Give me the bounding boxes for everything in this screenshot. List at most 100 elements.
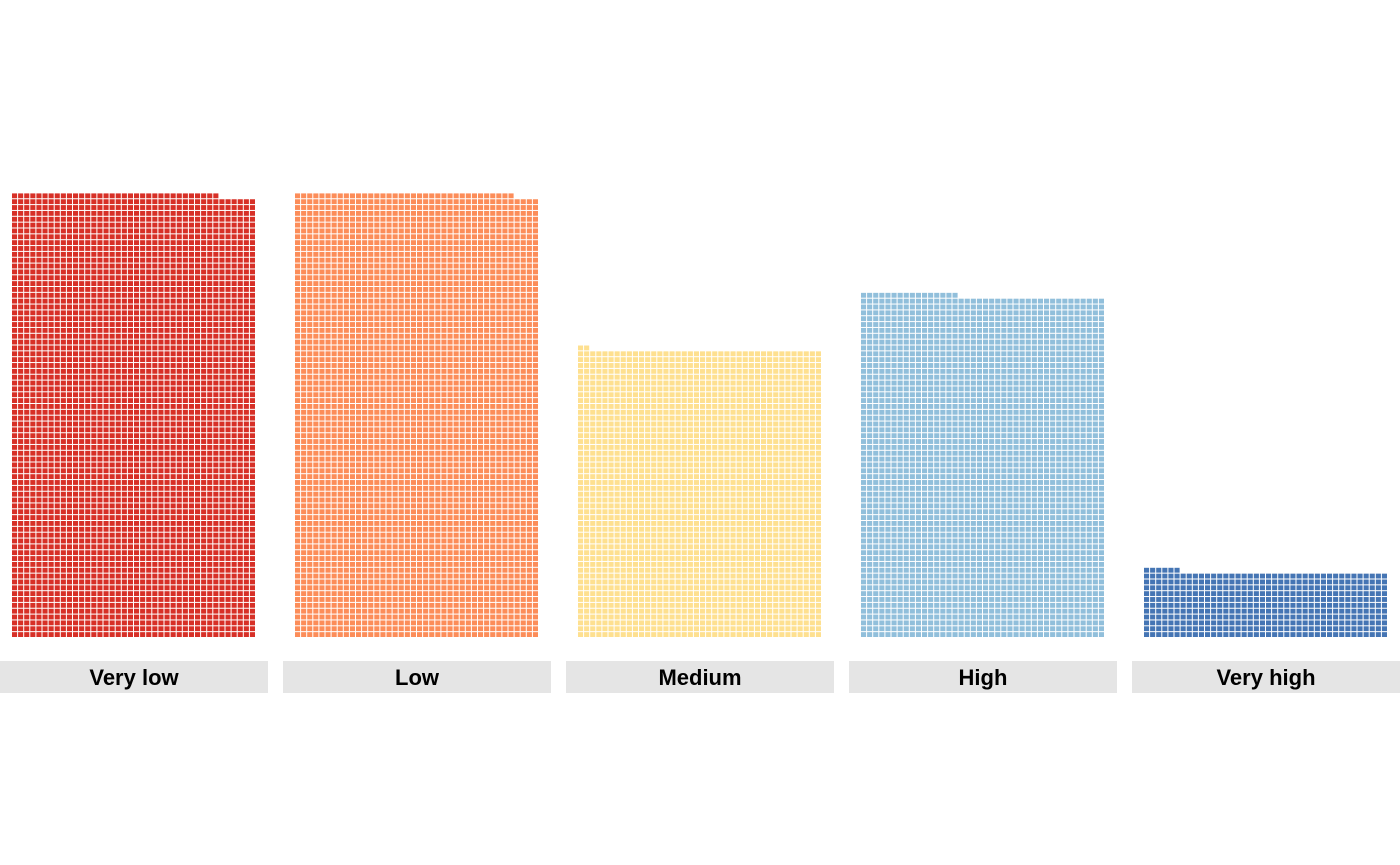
- waffle-cell: [12, 310, 18, 316]
- waffle-cell: [237, 322, 243, 327]
- waffle-cell: [325, 474, 331, 480]
- waffle-cell: [127, 597, 133, 602]
- waffle-cell: [532, 474, 538, 480]
- waffle-cell: [225, 561, 231, 567]
- waffle-cell: [295, 538, 301, 544]
- waffle-cell: [319, 433, 325, 439]
- waffle-cell: [115, 620, 121, 626]
- waffle-cell: [429, 526, 435, 532]
- waffle-cell: [225, 327, 231, 333]
- waffle-cell: [97, 433, 103, 439]
- waffle-cell: [85, 444, 91, 450]
- waffle-cell: [24, 632, 30, 637]
- waffle-cell: [66, 585, 72, 591]
- waffle-cell: [115, 368, 121, 374]
- waffle-cell: [48, 585, 54, 591]
- waffle-cell: [164, 532, 170, 538]
- waffle-cell: [176, 591, 182, 597]
- waffle-cell: [331, 614, 337, 620]
- waffle-cell: [423, 444, 429, 450]
- waffle-cell: [176, 556, 182, 561]
- waffle-cell: [134, 257, 140, 263]
- waffle-cell: [484, 409, 490, 415]
- waffle-cell: [368, 561, 374, 567]
- waffle-cell: [471, 456, 477, 462]
- waffle-cell: [164, 386, 170, 392]
- waffle-cell: [36, 462, 42, 468]
- waffle-cell: [231, 468, 237, 474]
- waffle-cell: [24, 251, 30, 257]
- waffle-cell: [18, 632, 24, 637]
- waffle-cell: [121, 257, 127, 263]
- waffle-cell: [18, 374, 24, 380]
- waffle-cell: [152, 351, 158, 357]
- waffle-cell: [127, 521, 133, 526]
- waffle-cell: [201, 608, 207, 614]
- waffle-cell: [18, 526, 24, 532]
- waffle-cell: [356, 632, 362, 637]
- waffle-cell: [441, 632, 447, 637]
- waffle-cell: [502, 515, 508, 520]
- waffle-cell: [478, 398, 484, 403]
- waffle-cell: [158, 228, 164, 234]
- waffle-cell: [207, 491, 213, 497]
- waffle-cell: [386, 427, 392, 433]
- waffle-cell: [18, 608, 24, 614]
- waffle-cell: [237, 374, 243, 380]
- waffle-cell: [453, 532, 459, 538]
- waffle-cell: [18, 480, 24, 485]
- waffle-cell: [374, 392, 380, 398]
- waffle-cell: [18, 620, 24, 626]
- waffle-cell: [213, 614, 219, 620]
- waffle-cell: [176, 281, 182, 286]
- waffle-cell: [54, 292, 60, 298]
- waffle-cell: [404, 491, 410, 497]
- waffle-cell: [152, 193, 158, 199]
- waffle-cell: [465, 462, 471, 468]
- waffle-cell: [42, 287, 48, 292]
- waffle-cell: [478, 573, 484, 579]
- waffle-cell: [404, 620, 410, 626]
- waffle-cell: [48, 439, 54, 444]
- waffle-cell: [417, 550, 423, 556]
- waffle-cell: [386, 626, 392, 632]
- waffle-cell: [337, 626, 343, 632]
- waffle-cell: [423, 614, 429, 620]
- waffle-cell: [225, 421, 231, 427]
- waffle-cell: [307, 398, 313, 403]
- waffle-cell: [243, 561, 249, 567]
- waffle-cell: [368, 556, 374, 561]
- waffle-cell: [398, 485, 404, 491]
- waffle-cell: [417, 503, 423, 509]
- waffle-cell: [152, 310, 158, 316]
- waffle-cell: [301, 456, 307, 462]
- waffle-cell: [176, 339, 182, 345]
- waffle-cell: [152, 503, 158, 509]
- waffle-cell: [24, 433, 30, 439]
- waffle-cell: [60, 532, 66, 538]
- waffle-cell: [30, 415, 36, 421]
- waffle-cell: [532, 538, 538, 544]
- waffle-cell: [237, 579, 243, 585]
- waffle-cell: [484, 485, 490, 491]
- waffle-cell: [182, 287, 188, 292]
- waffle-cell: [392, 351, 398, 357]
- waffle-cell: [66, 216, 72, 222]
- waffle-cell: [158, 573, 164, 579]
- waffle-cell: [85, 509, 91, 515]
- waffle-cell: [508, 368, 514, 374]
- waffle-cell: [60, 521, 66, 526]
- waffle-cell: [441, 497, 447, 503]
- waffle-cell: [392, 608, 398, 614]
- waffle-cell: [237, 491, 243, 497]
- waffle-cell: [532, 363, 538, 368]
- waffle-cell: [508, 509, 514, 515]
- waffle-cell: [201, 380, 207, 386]
- waffle-cell: [459, 608, 465, 614]
- waffle-cell: [225, 345, 231, 351]
- waffle-cell: [213, 444, 219, 450]
- waffle-cell: [453, 433, 459, 439]
- waffle-cell: [115, 567, 121, 573]
- waffle-cell: [502, 538, 508, 544]
- waffle-cell: [170, 608, 176, 614]
